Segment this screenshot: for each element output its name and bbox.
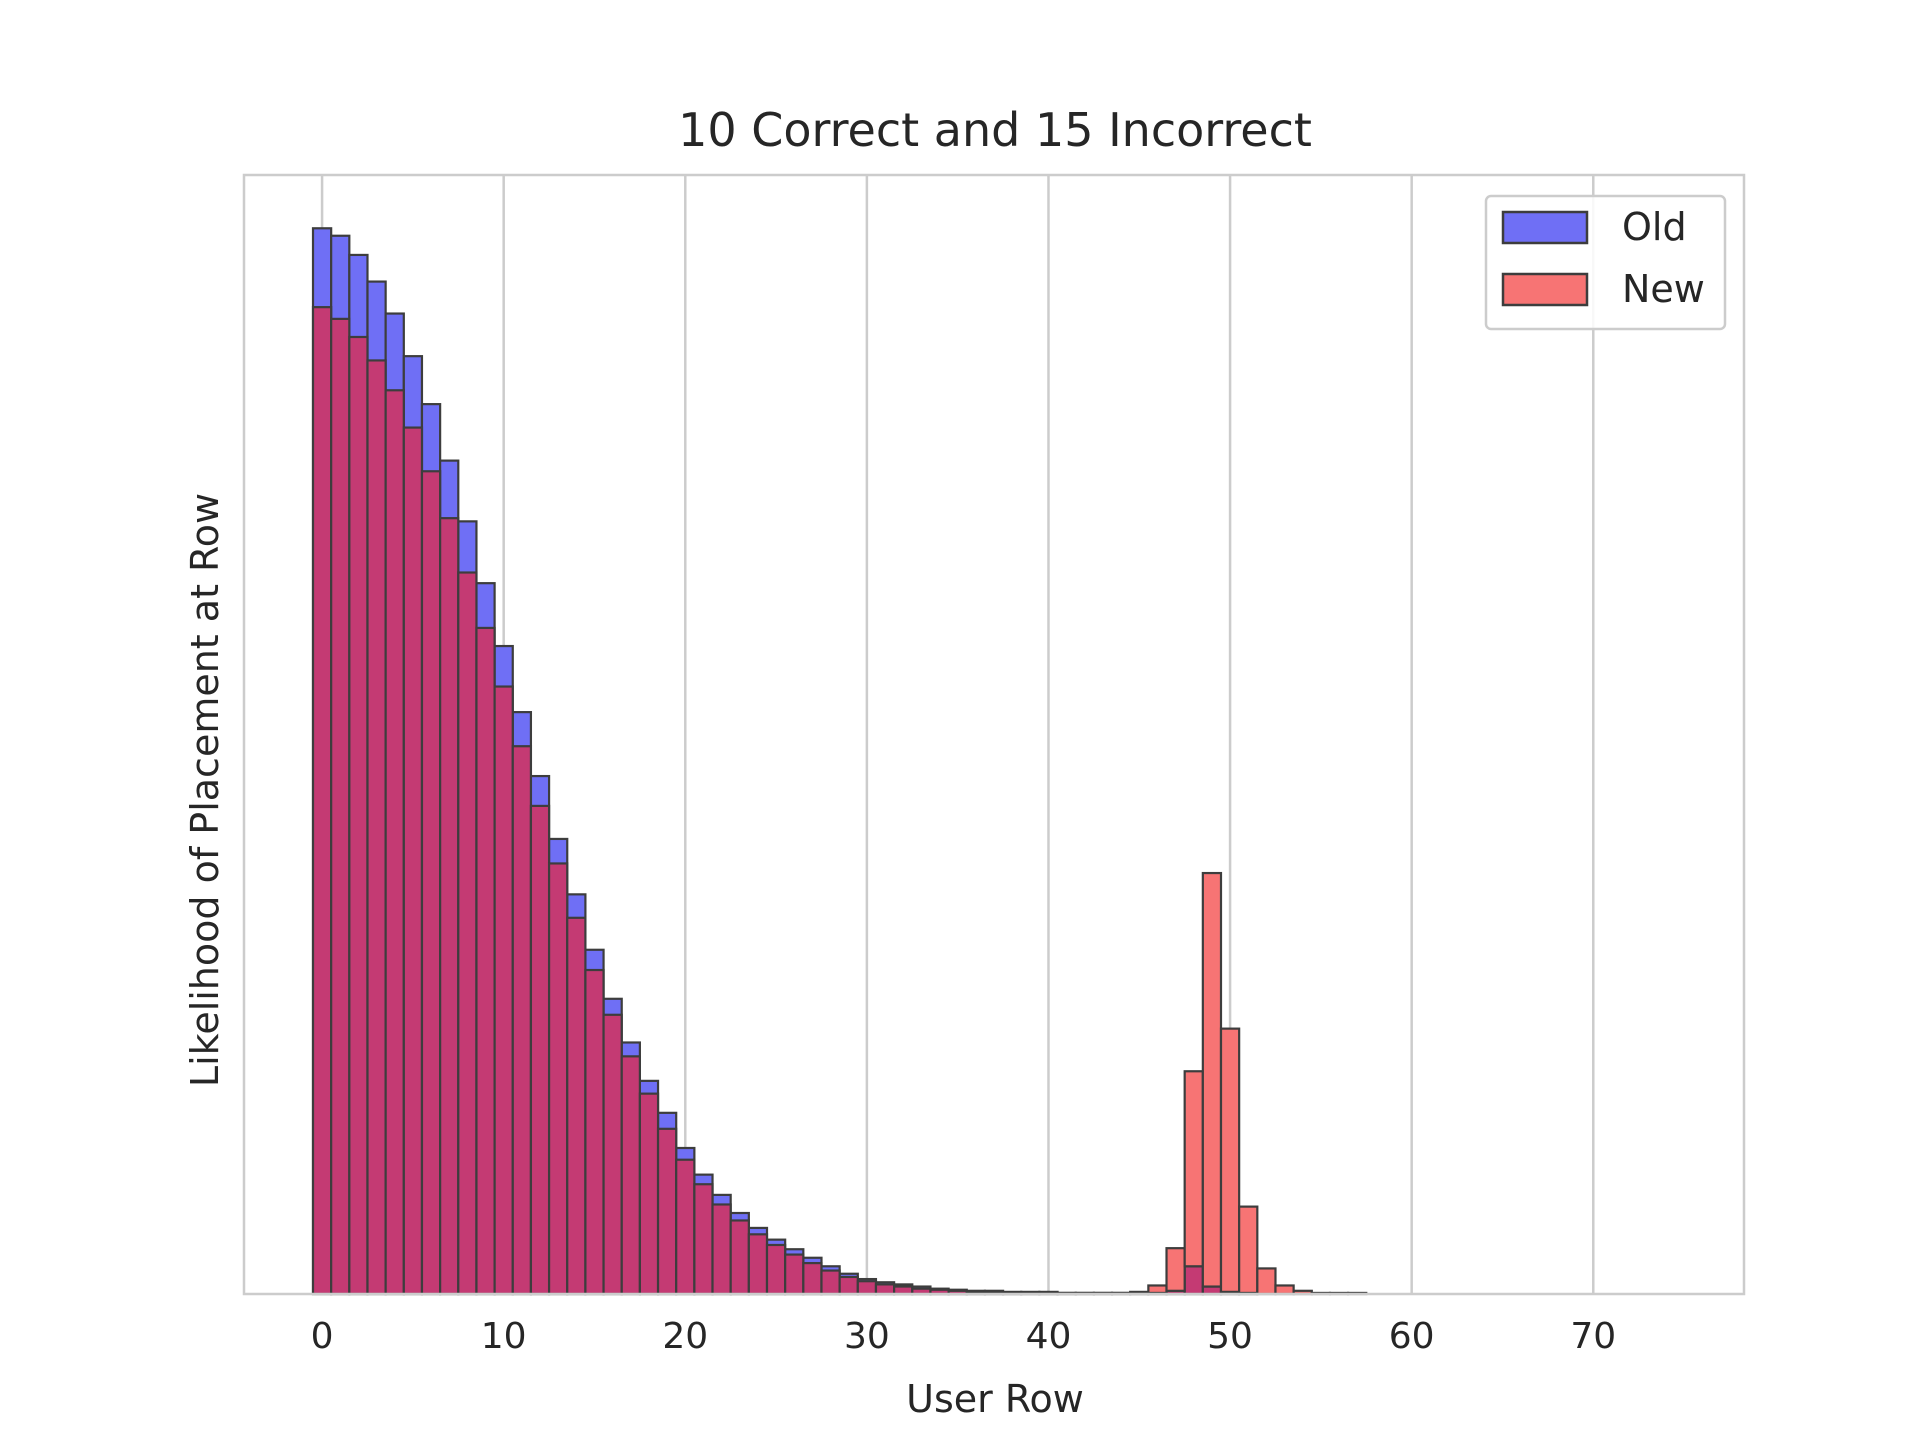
x-tick-label: 10	[481, 1316, 527, 1357]
bar-overlap	[511, 745, 533, 1296]
series-new-bars	[1129, 871, 1368, 1296]
bar-new	[1201, 871, 1223, 1288]
bar-overlap	[602, 1013, 623, 1296]
legend-swatch-old	[1501, 210, 1589, 245]
bar-overlap	[729, 1219, 750, 1296]
bar-new	[1256, 1267, 1277, 1296]
bar-overlap	[420, 470, 442, 1296]
x-tick-label: 60	[1389, 1316, 1435, 1357]
chart-title: 10 Correct and 15 Incorrect	[678, 103, 1312, 157]
legend: Old New	[1484, 194, 1727, 331]
bar-new	[1147, 1284, 1168, 1295]
bar-overlap	[693, 1183, 714, 1296]
x-tick-label: 0	[311, 1316, 334, 1357]
x-tick-label: 20	[662, 1316, 708, 1357]
bar-overlap	[330, 317, 351, 1296]
bar-new	[1274, 1284, 1295, 1296]
bar-overlap	[856, 1280, 878, 1296]
y-axis-label: Likelihood of Placement at Row	[183, 493, 227, 1087]
x-tick-label: 70	[1570, 1316, 1616, 1357]
bar-overlap	[802, 1261, 823, 1296]
bar-overlap	[584, 968, 605, 1296]
x-tick-label: 40	[1026, 1316, 1072, 1357]
x-tick-label: 50	[1207, 1316, 1253, 1357]
bar-overlap	[384, 389, 405, 1296]
bar-overlap	[747, 1233, 769, 1296]
grid-lines	[320, 175, 1595, 1294]
bar-overlap	[784, 1253, 805, 1296]
bar-new	[1219, 1027, 1241, 1293]
bar-overlap	[620, 1055, 641, 1296]
bar-overlap	[656, 1127, 678, 1296]
x-tick-label: 30	[844, 1316, 890, 1357]
x-tick-labels: 0 10 20 30 40 50 60 70	[311, 1316, 1617, 1357]
bar-overlap	[475, 626, 496, 1296]
bar-new	[1165, 1247, 1186, 1292]
bar-overlap	[529, 804, 551, 1296]
bar-overlap	[348, 335, 369, 1296]
bar-overlap	[1183, 1265, 1204, 1296]
bar-overlap	[366, 359, 387, 1296]
bar-new	[1238, 1205, 1259, 1295]
bar-overlap	[675, 1158, 696, 1296]
bar-overlap	[566, 916, 587, 1296]
bar-overlap	[838, 1275, 859, 1296]
bar-overlap	[547, 862, 569, 1296]
bar-overlap	[311, 306, 333, 1296]
bar-overlap	[402, 426, 424, 1296]
x-axis-label: User Row	[906, 1377, 1084, 1421]
legend-label-new: New	[1622, 267, 1705, 311]
bar-overlap	[820, 1269, 841, 1296]
bar-new	[1183, 1070, 1204, 1268]
legend-swatch-new	[1501, 272, 1589, 307]
bar-overlap	[765, 1243, 787, 1296]
bar-overlap	[457, 571, 478, 1296]
legend-label-old: Old	[1622, 205, 1687, 249]
bar-overlap	[493, 685, 514, 1296]
plot-frame	[242, 173, 1746, 1296]
bar-overlap	[638, 1092, 660, 1296]
bar-overlap	[874, 1283, 896, 1296]
bar-overlap	[711, 1203, 732, 1296]
series-overlap-bars	[311, 306, 1259, 1296]
bar-overlap	[439, 517, 460, 1296]
